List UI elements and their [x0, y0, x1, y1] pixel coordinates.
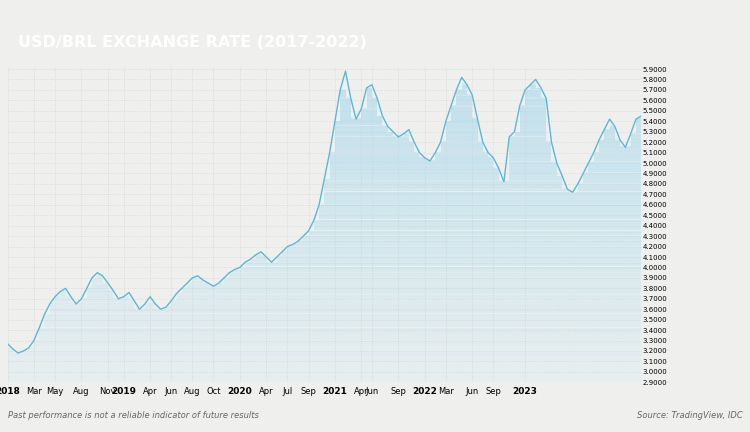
Text: USD/BRL EXCHANGE RATE (2017-2022): USD/BRL EXCHANGE RATE (2017-2022)	[18, 35, 367, 50]
Text: Source: TradingView, IDC: Source: TradingView, IDC	[637, 411, 742, 420]
Text: Past performance is not a reliable indicator of future results: Past performance is not a reliable indic…	[8, 411, 258, 420]
